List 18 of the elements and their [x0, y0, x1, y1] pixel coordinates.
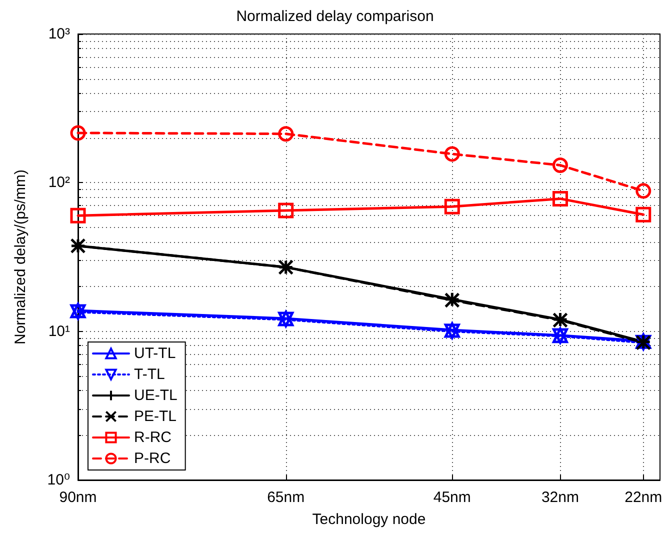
legend-label: UT-TL [134, 345, 176, 362]
x-tick-label: 22nm [624, 489, 662, 506]
legend-label: UE-TL [134, 387, 178, 404]
y-tick-label: 10¹ [48, 322, 70, 340]
legend-label: PE-TL [134, 408, 177, 425]
y-tick-label: 10² [48, 174, 70, 192]
legend-label: P-RC [134, 450, 171, 467]
x-axis-title: Technology node [312, 511, 426, 528]
legend-label: T-TL [134, 366, 165, 383]
chart-title: Normalized delay comparison [236, 8, 434, 25]
x-tick-label: 90nm [59, 489, 97, 506]
legend-label: R-RC [134, 429, 172, 446]
x-tick-label: 65nm [267, 489, 305, 506]
x-tick-label: 45nm [433, 489, 471, 506]
y-tick-label: 10³ [48, 26, 70, 42]
y-axis-title: Normalized delay/(ps/mm) [12, 169, 29, 345]
x-tick-label: 32nm [541, 489, 579, 506]
y-tick-label: 10⁰ [47, 472, 70, 488]
